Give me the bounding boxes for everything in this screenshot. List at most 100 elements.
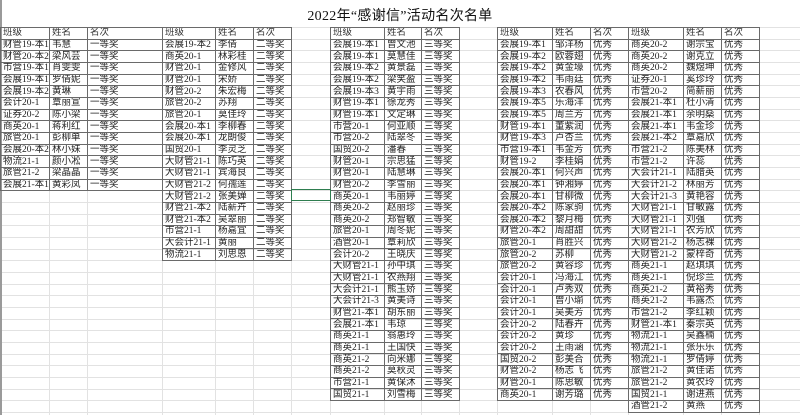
cell-rank[interactable]: 一等奖: [87, 143, 163, 157]
cell-name[interactable]: 卢杏兰: [552, 131, 591, 145]
cell-rank[interactable]: 优秀: [721, 341, 760, 355]
cell-name[interactable]: 苏柳: [552, 248, 591, 262]
cell-class[interactable]: 旅管20-2: [497, 248, 553, 262]
cell-rank[interactable]: 二等奖: [253, 50, 292, 63]
header-class[interactable]: 班级: [497, 27, 553, 40]
cell-name[interactable]: 王雨涵: [552, 341, 591, 355]
cell-class[interactable]: 市营19-本1: [497, 143, 553, 157]
cell-name[interactable]: 黄美诗: [384, 295, 422, 308]
cell-class[interactable]: 物流21-1: [0, 155, 50, 168]
cell-class[interactable]: 大财管21-1: [330, 271, 385, 285]
cell-name[interactable]: 罗倩妮: [49, 73, 88, 87]
cell-name[interactable]: 周甜甜: [552, 225, 591, 238]
cell-name[interactable]: 陆薪卉: [215, 201, 254, 215]
cell-name[interactable]: 林彩桂: [215, 50, 254, 63]
cell-name[interactable]: 陈小梁: [49, 108, 88, 122]
cell-rank[interactable]: 三等奖: [421, 376, 460, 390]
cell-rank[interactable]: 三等奖: [421, 341, 460, 355]
cell-rank[interactable]: 二等奖: [253, 143, 292, 157]
cell-name[interactable]: 赵琪琪: [683, 260, 722, 273]
cell-class[interactable]: 市营21-2: [628, 155, 684, 168]
cell-rank[interactable]: 优秀: [590, 73, 629, 87]
cell-name[interactable]: 韦丽婷: [384, 190, 422, 203]
cell-class[interactable]: 会展19-本5: [497, 96, 553, 110]
header-rank[interactable]: 名次: [590, 27, 629, 40]
header-name[interactable]: 姓名: [384, 27, 422, 40]
cell-class[interactable]: 旅管20-1: [0, 131, 50, 145]
cell-name[interactable]: 刘雪梅: [384, 388, 422, 401]
cell-rank[interactable]: 一等奖: [87, 50, 163, 63]
cell-name[interactable]: 陆春卉: [552, 318, 591, 332]
cell-rank[interactable]: 优秀: [590, 376, 629, 390]
cell-rank[interactable]: 优秀: [721, 73, 760, 87]
cell-rank[interactable]: 三等奖: [421, 318, 460, 332]
cell-rank[interactable]: 优秀: [590, 108, 629, 122]
cell-rank[interactable]: 优秀: [721, 131, 760, 145]
cell-class[interactable]: 财管20-2: [330, 178, 385, 192]
cell-class[interactable]: 会展19-本1: [0, 73, 50, 87]
header-name[interactable]: 姓名: [552, 27, 591, 40]
cell-rank[interactable]: 优秀: [590, 318, 629, 332]
cell-class[interactable]: 会展19-本2: [0, 85, 50, 98]
cell-class[interactable]: 商英20-2: [628, 38, 684, 52]
cell-rank[interactable]: 二等奖: [253, 236, 292, 250]
cell-rank[interactable]: 一等奖: [87, 85, 163, 98]
cell-rank[interactable]: 优秀: [721, 155, 760, 168]
cell-class[interactable]: 市营19-本1: [0, 61, 50, 75]
cell-name[interactable]: 甘敏露: [683, 201, 722, 215]
cell-class[interactable]: 财管20-2: [497, 365, 553, 378]
cell-name[interactable]: 刘强: [683, 213, 722, 227]
cell-rank[interactable]: 三等奖: [421, 131, 460, 145]
cell-name[interactable]: 黄琳: [49, 85, 88, 98]
cell-rank[interactable]: 优秀: [721, 108, 760, 122]
cell-rank[interactable]: 优秀: [590, 85, 629, 98]
header-rank[interactable]: 名次: [721, 27, 760, 40]
cell-class[interactable]: 财管19-本1: [330, 108, 385, 122]
cell-rank[interactable]: 优秀: [590, 341, 629, 355]
cell-class[interactable]: 物流21-1: [628, 353, 684, 367]
cell-rank[interactable]: 三等奖: [421, 353, 460, 367]
cell-class[interactable]: 财管19-本3: [497, 131, 553, 145]
cell-class[interactable]: 会展20-本2: [497, 201, 553, 215]
cell-class[interactable]: 财管19-本1: [497, 120, 553, 133]
cell-name[interactable]: 彭美合: [552, 353, 591, 367]
header-rank[interactable]: 名次: [253, 27, 292, 40]
cell-name[interactable]: 郑智敏: [384, 213, 422, 227]
cell-name[interactable]: 邹洋杨: [552, 38, 591, 52]
cell-rank[interactable]: 二等奖: [253, 120, 292, 133]
cell-rank[interactable]: 二等奖: [253, 85, 292, 98]
cell-class[interactable]: 旅管21-2: [0, 166, 50, 180]
cell-name[interactable]: 卢秀双: [552, 283, 591, 297]
cell-class[interactable]: 会计20-1: [497, 283, 553, 297]
cell-rank[interactable]: 优秀: [721, 225, 760, 238]
cell-name[interactable]: 宗思猛: [384, 155, 422, 168]
cell-name[interactable]: 李红颖: [683, 306, 722, 320]
cell-name[interactable]: 何兴声: [552, 166, 591, 180]
cell-rank[interactable]: 三等奖: [421, 38, 460, 52]
cell-name[interactable]: 黄艳容: [683, 190, 722, 203]
cell-class[interactable]: 大会计21-1: [628, 166, 684, 180]
cell-rank[interactable]: 二等奖: [253, 38, 292, 52]
cell-name[interactable]: 曾小瑜: [552, 295, 591, 308]
cell-rank[interactable]: 三等奖: [421, 201, 460, 215]
cell-rank[interactable]: 优秀: [590, 155, 629, 168]
cell-class[interactable]: 财管21-本2: [162, 201, 216, 215]
cell-name[interactable]: 周兰芳: [552, 108, 591, 122]
cell-name[interactable]: 韦露杰: [683, 295, 722, 308]
cell-name[interactable]: 韦雨廷: [552, 73, 591, 87]
cell-class[interactable]: 会展19-本2: [330, 73, 385, 87]
cell-name[interactable]: 黄容珍: [552, 260, 591, 273]
cell-rank[interactable]: 二等奖: [253, 248, 292, 262]
cell-rank[interactable]: 优秀: [590, 143, 629, 157]
cell-name[interactable]: 杨志飞: [552, 365, 591, 378]
cell-name[interactable]: 陈思敏: [552, 376, 591, 390]
cell-name[interactable]: 莫秋灵: [384, 365, 422, 378]
cell-name[interactable]: 莫慧佳: [384, 50, 422, 63]
cell-name[interactable]: 农春风: [552, 85, 591, 98]
header-name[interactable]: 姓名: [215, 27, 254, 40]
cell-class[interactable]: 会展20-本2: [0, 143, 50, 157]
cell-class[interactable]: 旅管21-2: [628, 376, 684, 390]
cell-name[interactable]: 覃嘉欣: [683, 131, 722, 145]
cell-class[interactable]: 旅管20-2: [497, 260, 553, 273]
cell-name[interactable]: 黄金壕: [552, 61, 591, 75]
